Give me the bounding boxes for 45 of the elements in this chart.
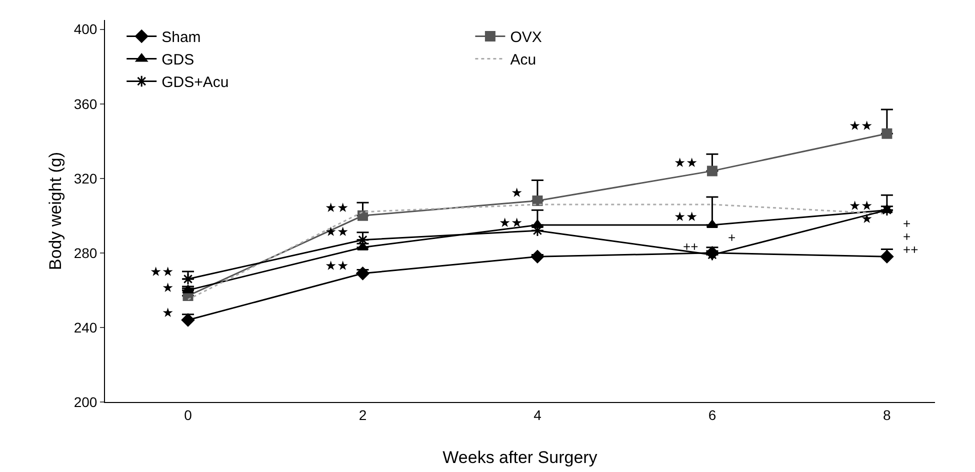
x-tick-label: 4 (534, 406, 542, 423)
point (182, 272, 194, 286)
y-tick-label: 360 (74, 96, 98, 112)
legend-label: OVX (510, 29, 542, 46)
legend-label: Sham (162, 29, 201, 46)
annotation: + (903, 229, 911, 244)
annotation: ★★ (849, 118, 873, 133)
annotation: ++ (903, 242, 918, 257)
legend-label: GDS (162, 52, 194, 69)
legend-label: GDS+Acu (162, 74, 229, 92)
y-tick-label: 200 (74, 394, 98, 410)
annotation: + (903, 216, 911, 231)
annotation: ★★ (849, 198, 873, 213)
annotation: ★★ (674, 209, 698, 224)
y-axis-title: Body weight (g) (46, 152, 65, 270)
annotation: ++ (683, 239, 698, 254)
y-tick-label: 240 (74, 319, 98, 336)
y-tick-label: 400 (74, 21, 98, 38)
point (356, 266, 370, 280)
annotation: + (728, 230, 736, 245)
point (181, 313, 195, 327)
annotation: ★ (162, 305, 174, 320)
point (530, 250, 544, 264)
legend-label: Acu (510, 52, 536, 69)
x-tick-label: 2 (358, 406, 367, 423)
x-tick-label: 8 (883, 406, 892, 423)
annotation: ★★ (674, 155, 698, 170)
point (706, 166, 718, 176)
point (882, 128, 892, 139)
point (357, 210, 368, 221)
y-tick-label: 320 (74, 170, 98, 186)
point (182, 284, 194, 294)
point (880, 250, 894, 264)
annotation: ★★ (499, 215, 523, 230)
x-tick-label: 0 (184, 406, 192, 423)
annotation: ★ (511, 185, 523, 200)
x-tick-label: 6 (708, 406, 716, 423)
annotation: ★★ (325, 224, 349, 239)
y-tick-label: 280 (74, 244, 98, 261)
annotation: ★★ (150, 264, 174, 279)
annotation: ★★ (325, 200, 349, 215)
annotation: ★ (162, 280, 174, 295)
annotation: ★ (861, 211, 873, 226)
x-axis-title: Weeks after Surgery (442, 448, 598, 467)
annotation: ★★ (325, 258, 349, 273)
